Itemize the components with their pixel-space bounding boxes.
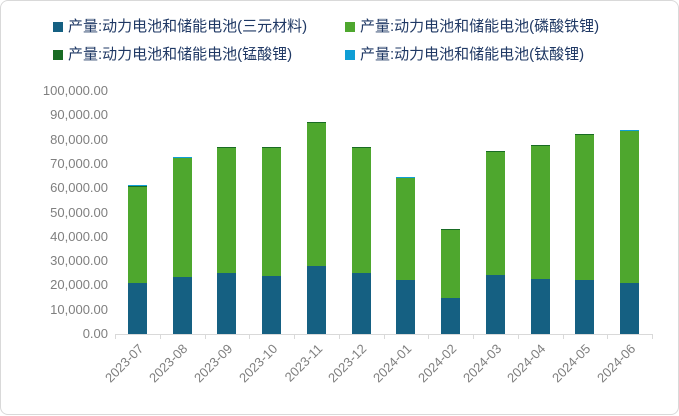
bar-segment-series-0	[173, 277, 192, 334]
bar-segment-series-1	[620, 131, 639, 283]
bar-segment-series-1	[531, 146, 550, 280]
bar-segment-series-1	[396, 178, 415, 280]
y-axis-tick-label: 70,000.00	[16, 156, 108, 172]
x-axis-tick-label: 2024-01	[370, 341, 414, 385]
y-axis-tick-label: 50,000.00	[16, 205, 108, 221]
bar-segment-series-0	[486, 275, 505, 334]
x-axis-tick-label: 2024-04	[504, 341, 548, 385]
bar-segment-series-1	[352, 148, 371, 273]
bar-segment-series-1	[307, 123, 326, 266]
y-axis-tick-label: 20,000.00	[16, 277, 108, 293]
y-axis-tick-label: 40,000.00	[16, 229, 108, 245]
x-axis-tick-mark	[249, 334, 250, 339]
x-axis-tick-mark	[428, 334, 429, 339]
x-axis-tick-mark	[563, 334, 564, 339]
x-axis-tick-mark	[518, 334, 519, 339]
bar-2023-08	[173, 157, 192, 334]
y-axis-tick-label: 60,000.00	[16, 180, 108, 196]
bar-2024-06	[620, 130, 639, 334]
y-axis-tick-label: 90,000.00	[16, 107, 108, 123]
bar-2023-07	[128, 185, 147, 334]
x-axis-tick-label: 2024-02	[415, 341, 459, 385]
bar-2023-09	[217, 147, 236, 334]
bar-segment-series-0	[217, 273, 236, 334]
y-axis-tick-label: 10,000.00	[16, 302, 108, 318]
bar-segment-series-1	[128, 187, 147, 283]
bar-segment-series-1	[217, 148, 236, 273]
bar-segment-series-0	[575, 280, 594, 334]
x-axis-tick-label: 2023-10	[236, 341, 280, 385]
bar-2024-05	[575, 134, 594, 334]
x-axis-tick-label: 2023-08	[146, 341, 190, 385]
bar-2024-02	[441, 229, 460, 334]
x-axis-tick-mark	[115, 334, 116, 339]
bar-segment-series-1	[441, 230, 460, 298]
x-axis-tick-label: 2023-11	[281, 341, 325, 385]
x-axis-tick-label: 2024-06	[594, 341, 638, 385]
bar-segment-series-0	[262, 276, 281, 334]
y-axis-tick-label: 100,000.00	[16, 83, 108, 99]
bar-2023-11	[307, 122, 326, 334]
bar-segment-series-0	[352, 273, 371, 334]
bar-segment-series-1	[262, 148, 281, 276]
x-axis-tick-label: 2024-05	[549, 341, 593, 385]
bar-2023-12	[352, 147, 371, 334]
bar-2024-04	[531, 145, 550, 334]
x-axis-tick-label: 2024-03	[460, 341, 504, 385]
bar-2023-10	[262, 147, 281, 334]
bar-segment-series-0	[620, 283, 639, 334]
y-axis-tick-label: 0.00	[16, 326, 108, 342]
x-axis-tick-mark	[607, 334, 608, 339]
bar-segment-series-1	[575, 135, 594, 280]
bar-segment-series-1	[173, 158, 192, 277]
y-axis-tick-label: 80,000.00	[16, 132, 108, 148]
bar-segment-series-0	[441, 298, 460, 334]
x-axis-tick-mark	[205, 334, 206, 339]
bar-2024-03	[486, 151, 505, 334]
x-axis-tick-label: 2023-09	[191, 341, 235, 385]
y-axis-tick-label: 30,000.00	[16, 253, 108, 269]
bar-segment-series-0	[307, 266, 326, 334]
bar-segment-series-1	[486, 152, 505, 275]
x-axis-tick-label: 2023-12	[325, 341, 369, 385]
x-axis-tick-mark	[294, 334, 295, 339]
bar-segment-series-0	[128, 283, 147, 334]
x-axis-tick-mark	[473, 334, 474, 339]
bar-segment-series-0	[531, 279, 550, 334]
x-axis-tick-mark	[384, 334, 385, 339]
x-axis-tick-mark	[652, 334, 653, 339]
bar-segment-series-0	[396, 280, 415, 334]
x-axis-tick-mark	[160, 334, 161, 339]
x-axis-tick-mark	[339, 334, 340, 339]
x-axis-tick-label: 2023-07	[102, 341, 146, 385]
bar-2024-01	[396, 177, 415, 334]
